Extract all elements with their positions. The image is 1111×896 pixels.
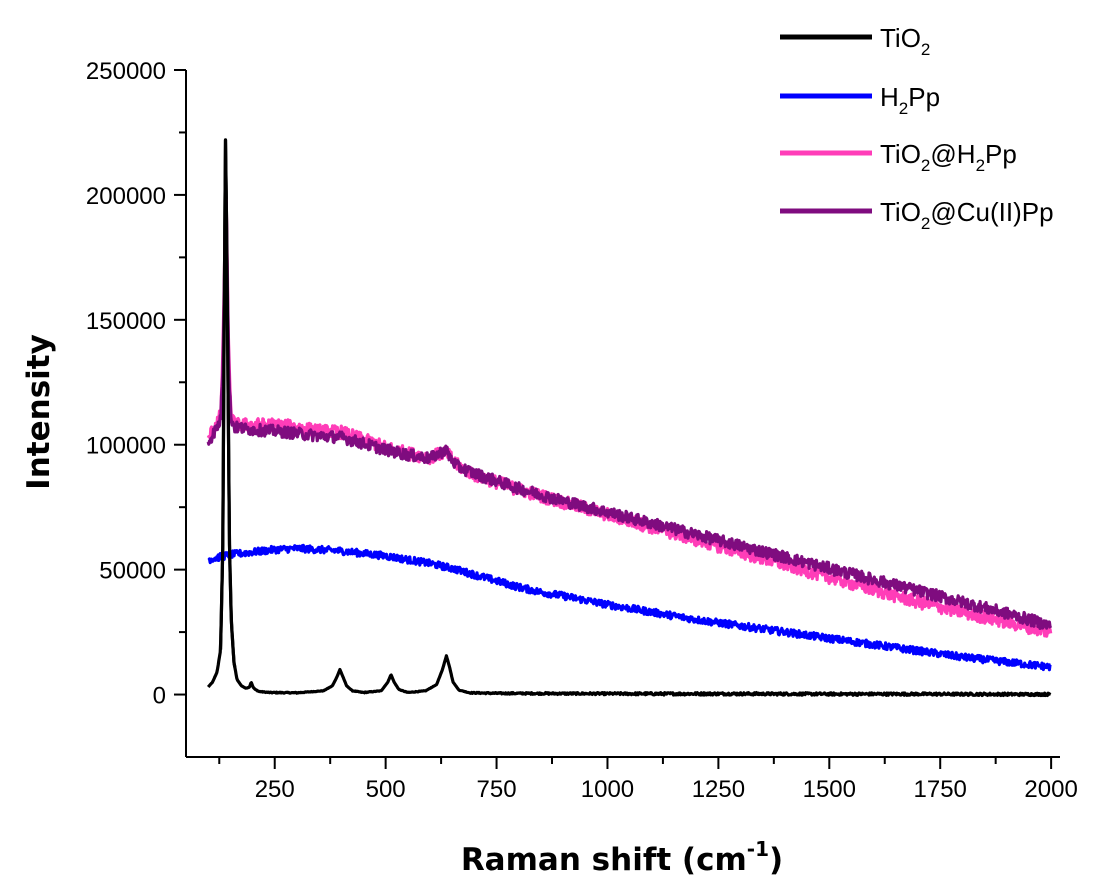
- x-tick-label: 1500: [803, 776, 856, 803]
- x-axis-title: Raman shift (cm-1): [461, 837, 783, 878]
- legend-label: TiO2@Cu(II)Pp: [880, 197, 1054, 233]
- legend: TiO2 H2Pp TiO2@H2Pp TiO2@Cu(II)Pp: [780, 23, 1054, 233]
- tio2-main-peak: [219, 139, 237, 668]
- legend-label: H2Pp: [880, 82, 940, 118]
- y-tick-label: 100000: [86, 433, 166, 460]
- ticks-layer: 0 50000 100000 150000 200000 250000 250 500 750 1…: [86, 58, 1078, 803]
- x-axis-title-main: Raman shift (cm: [461, 842, 747, 878]
- y-tick-label: 0: [153, 683, 166, 710]
- series-layer: [206, 138, 1053, 698]
- x-tick-label: 500: [366, 776, 406, 803]
- x-axis-title-sup: -1: [747, 837, 769, 861]
- x-tick-label: 1000: [581, 776, 634, 803]
- y-tick-label: 250000: [86, 58, 166, 85]
- x-axis-title-end: ): [769, 842, 783, 878]
- legend-label: TiO2@H2Pp: [880, 139, 1017, 175]
- y-tick-label: 50000: [99, 558, 166, 585]
- series-line-0: [206, 138, 1052, 698]
- legend-label: TiO2: [880, 23, 930, 59]
- y-tick-label: 200000: [86, 183, 166, 210]
- axes-layer: [185, 70, 1060, 758]
- series-line-2: [206, 198, 1053, 638]
- series-line-3: [206, 201, 1053, 631]
- y-axis-title: Intensity: [21, 334, 57, 490]
- x-tick-label: 1250: [692, 776, 745, 803]
- y-tick-label: 150000: [86, 308, 166, 335]
- x-tick-label: 750: [477, 776, 517, 803]
- x-tick-label: 2000: [1024, 776, 1077, 803]
- x-tick-label: 1750: [914, 776, 967, 803]
- x-tick-label: 250: [255, 776, 295, 803]
- series-line-1: [207, 543, 1052, 672]
